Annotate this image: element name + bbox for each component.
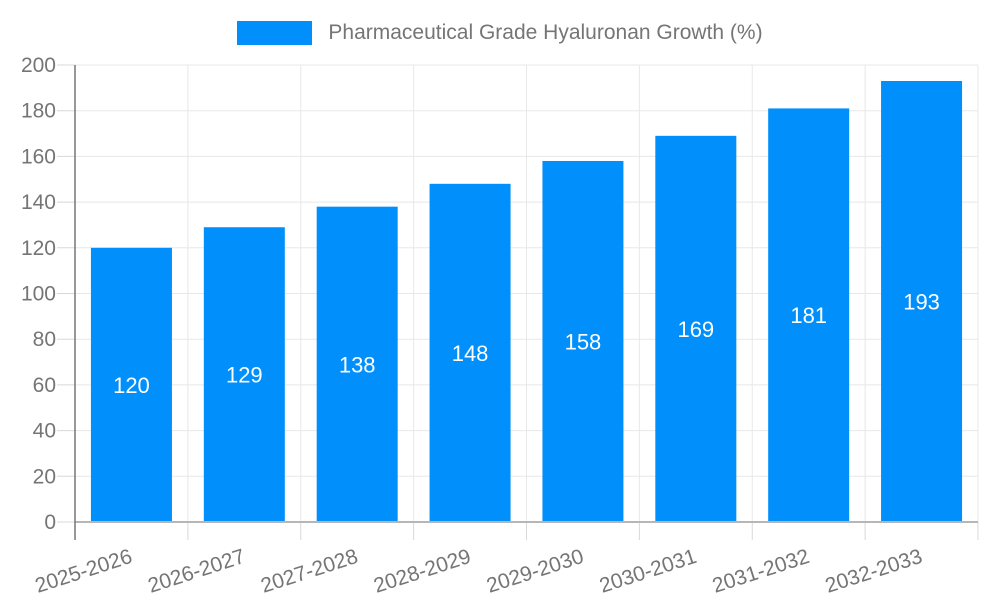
x-tick-label: 2029-2030 bbox=[484, 545, 587, 598]
y-tick-label: 200 bbox=[21, 54, 56, 77]
legend-swatch bbox=[237, 21, 313, 45]
y-tick-label: 160 bbox=[21, 145, 56, 168]
bar-value-label: 129 bbox=[226, 363, 263, 388]
bar-value-label: 158 bbox=[565, 329, 602, 354]
bar-2030-2031[interactable] bbox=[655, 135, 737, 522]
bar-2031-2032[interactable] bbox=[768, 108, 850, 522]
bar-value-label: 181 bbox=[790, 303, 827, 328]
y-tick-label: 80 bbox=[33, 328, 56, 351]
bar-value-label: 148 bbox=[452, 341, 489, 366]
y-tick-label: 40 bbox=[33, 420, 56, 443]
y-tick-label: 100 bbox=[21, 283, 56, 306]
bar-value-label: 120 bbox=[113, 373, 150, 398]
legend-item[interactable]: Pharmaceutical Grade Hyaluronan Growth (… bbox=[0, 21, 1000, 45]
bar-2026-2027[interactable] bbox=[203, 227, 285, 523]
x-tick-label: 2030-2031 bbox=[597, 545, 700, 598]
y-tick-label: 140 bbox=[21, 191, 56, 214]
legend-label: Pharmaceutical Grade Hyaluronan Growth (… bbox=[328, 21, 763, 44]
bar-2032-2033[interactable] bbox=[881, 80, 963, 523]
x-tick-label: 2026-2027 bbox=[145, 545, 248, 598]
y-tick-label: 120 bbox=[21, 237, 56, 260]
x-tick-label: 2032-2033 bbox=[822, 545, 925, 598]
bar-2028-2029[interactable] bbox=[429, 183, 511, 522]
y-tick-label: 0 bbox=[44, 511, 56, 534]
x-tick-label: 2027-2028 bbox=[258, 545, 361, 598]
bar-2029-2030[interactable] bbox=[542, 160, 624, 522]
bar-value-label: 169 bbox=[677, 317, 714, 342]
y-tick-label: 180 bbox=[21, 100, 56, 123]
x-tick-label: 2028-2029 bbox=[371, 545, 474, 598]
x-tick-label: 2031-2032 bbox=[710, 545, 813, 598]
bar-value-label: 138 bbox=[339, 352, 376, 377]
y-tick-label: 20 bbox=[33, 465, 56, 488]
x-tick-label: 2025-2026 bbox=[32, 545, 135, 598]
bar-2025-2026[interactable] bbox=[90, 247, 172, 523]
bar-value-label: 193 bbox=[903, 289, 940, 314]
y-tick-label: 60 bbox=[33, 374, 56, 397]
bar-2027-2028[interactable] bbox=[316, 206, 398, 523]
